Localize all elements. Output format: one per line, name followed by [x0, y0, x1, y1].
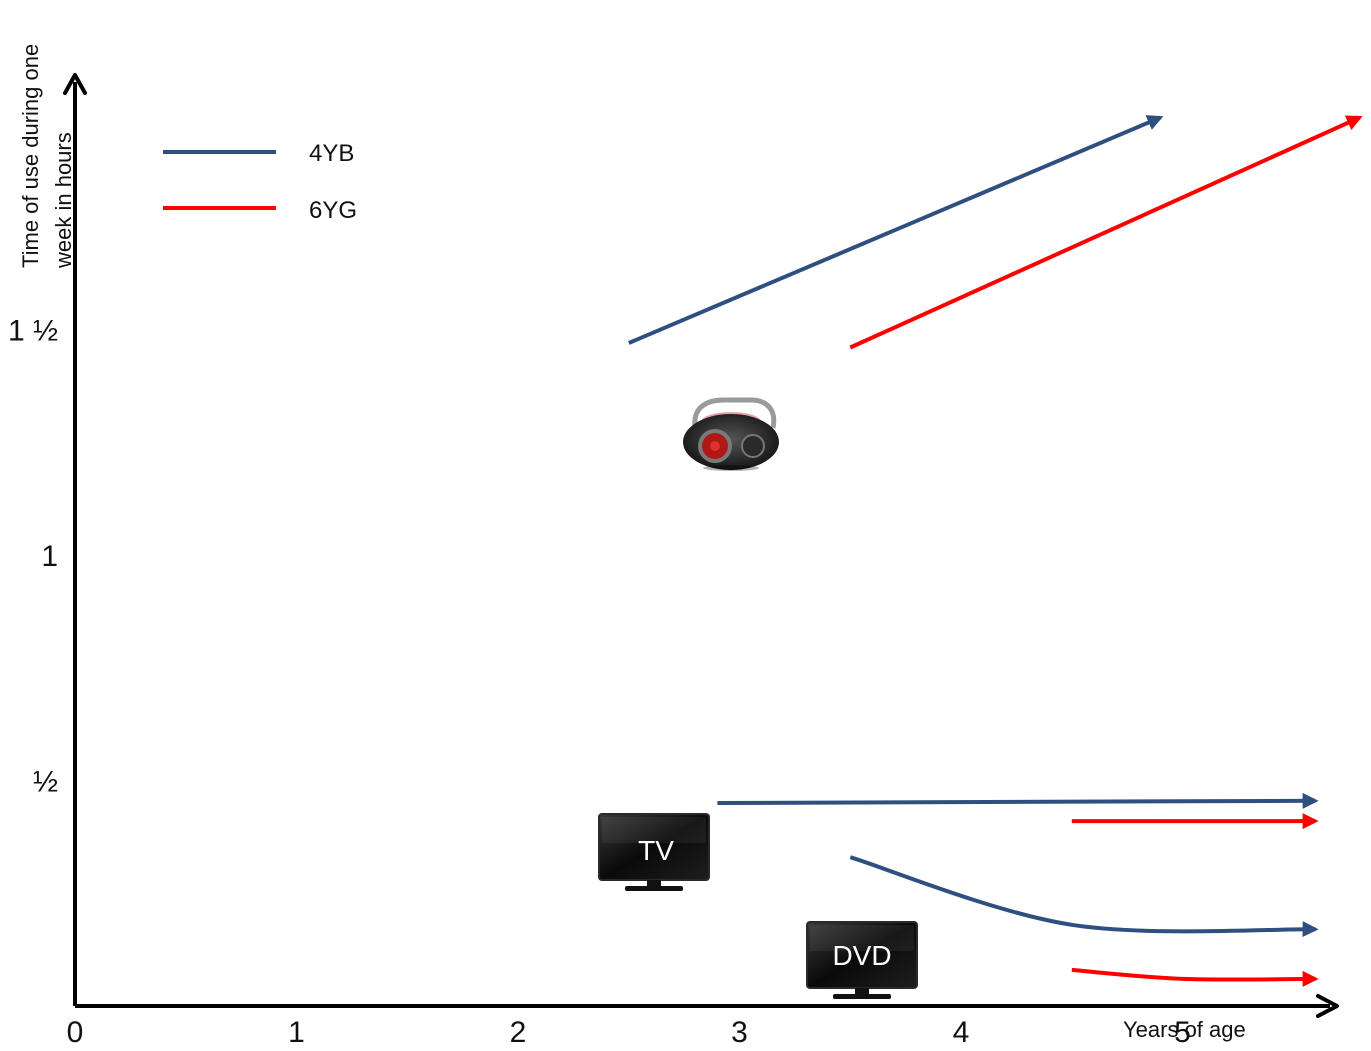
y-tick-label: 1: [41, 540, 58, 573]
y-tick-labels: ½ 1 1 ½: [8, 315, 58, 799]
x-axis-label: Years of age: [1123, 1017, 1246, 1042]
x-tick-label: 1: [288, 1016, 305, 1049]
legend: 4YB 6YG: [163, 140, 357, 224]
y-axis-label-line-1: Time of use during one: [18, 44, 43, 268]
y-axis-label: Time of use during one week in hours: [18, 44, 76, 269]
series-layer: [628, 115, 1363, 987]
series-line-4yb-radio: [628, 115, 1164, 345]
y-tick-label: 1 ½: [8, 315, 58, 348]
tv-label: TV: [638, 835, 674, 866]
x-tick-label: 0: [67, 1016, 84, 1049]
radio-icon: [683, 397, 779, 471]
y-tick-label: ½: [33, 766, 58, 799]
x-axis: [75, 994, 1339, 1018]
x-tick-labels: 0123456: [67, 1016, 1191, 1049]
dvd-icon: DVD: [806, 921, 918, 999]
dvd-label: DVD: [832, 940, 891, 971]
x-tick-label: 3: [731, 1016, 748, 1049]
x-tick-label: 5: [1174, 1016, 1191, 1049]
legend-label-6yg: 6YG: [309, 197, 357, 224]
legend-entry-6yg: 6YG: [163, 197, 357, 224]
y-axis: [63, 73, 87, 1006]
series-line-6yg-dvd: [1071, 967, 1319, 987]
series-line-6yg-radio: [849, 115, 1363, 350]
x-tick-label: 2: [510, 1016, 527, 1049]
tv-icon: TV: [598, 813, 710, 891]
legend-label-4yb: 4YB: [309, 140, 354, 167]
y-axis-label-line-2: week in hours: [51, 132, 76, 269]
x-tick-label: 4: [953, 1016, 970, 1049]
series-line-4yb-dvd: [849, 855, 1319, 938]
series-line-4yb-tv: [717, 792, 1319, 809]
legend-entry-4yb: 4YB: [163, 140, 354, 167]
